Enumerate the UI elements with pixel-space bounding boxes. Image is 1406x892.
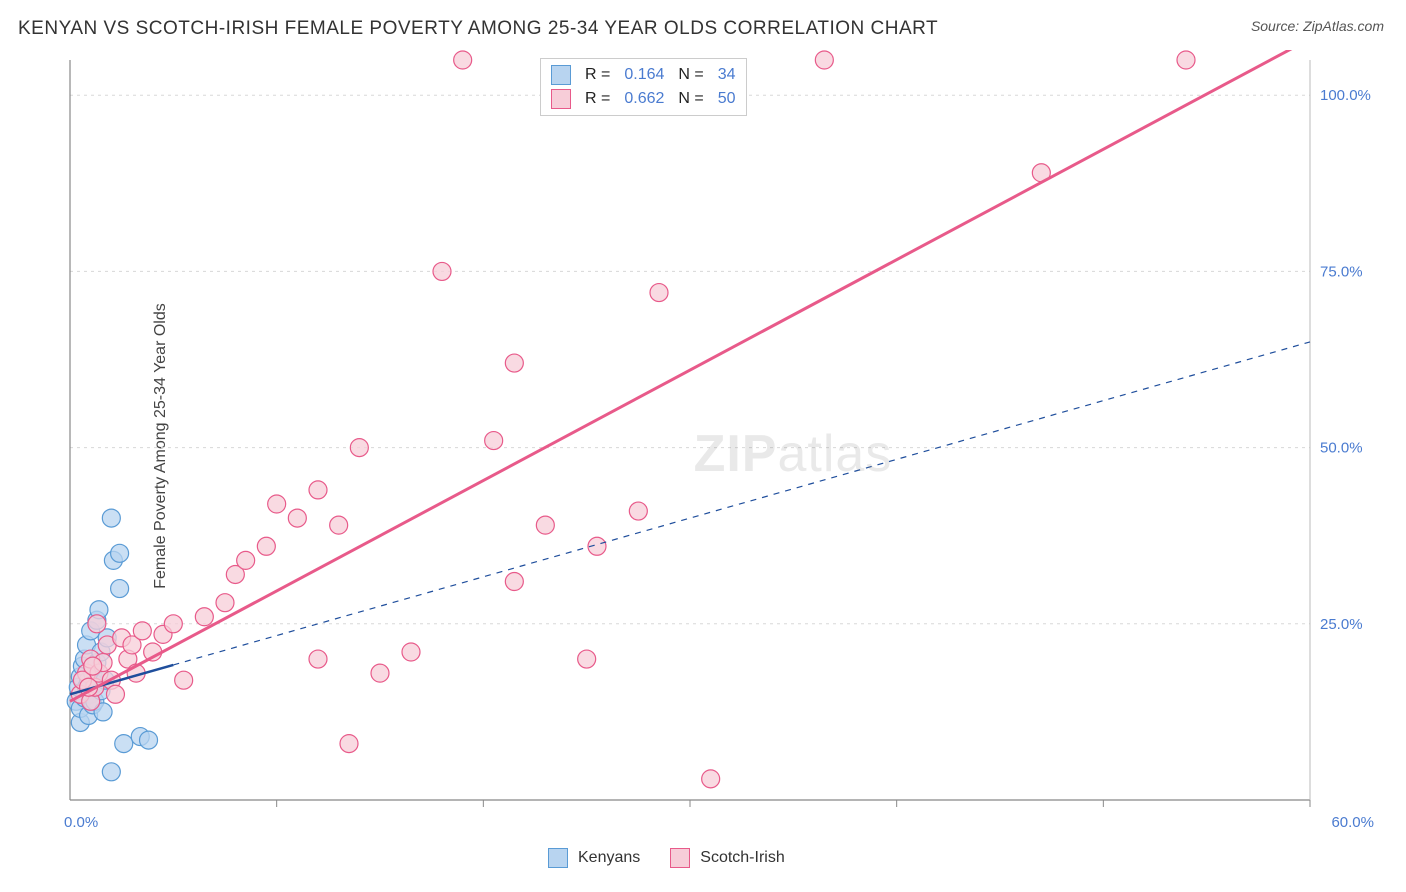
legend-swatch-kenyans	[548, 848, 568, 868]
n-label: N =	[678, 90, 703, 108]
r-value-scotch-irish: 0.662	[624, 90, 664, 108]
source-attribution: Source: ZipAtlas.com	[1251, 18, 1384, 34]
chart-title: KENYAN VS SCOTCH-IRISH FEMALE POVERTY AM…	[18, 18, 938, 40]
axis-tick-label: 60.0%	[1331, 814, 1374, 831]
watermark-zip: ZIP	[694, 425, 778, 483]
watermark-atlas: atlas	[778, 425, 893, 483]
series-legend-label: Scotch-Irish	[700, 849, 784, 867]
n-value-scotch-irish: 50	[718, 90, 736, 108]
r-label: R =	[585, 90, 610, 108]
r-label: R =	[585, 66, 610, 84]
axis-tick-label: 0.0%	[64, 814, 98, 831]
correlation-legend: R = 0.164 N = 34 R = 0.662 N = 50	[540, 58, 747, 116]
svg-text:50.0%: 50.0%	[1320, 440, 1363, 457]
svg-text:100.0%: 100.0%	[1320, 87, 1371, 104]
watermark: ZIPatlas	[694, 424, 893, 484]
correlation-legend-row-scotch-irish: R = 0.662 N = 50	[551, 87, 736, 111]
r-value-kenyans: 0.164	[624, 66, 664, 84]
legend-swatch-scotch-irish	[551, 89, 571, 109]
series-legend-kenyans: Kenyans	[548, 848, 640, 868]
n-value-kenyans: 34	[718, 66, 736, 84]
legend-swatch-kenyans	[551, 65, 571, 85]
series-legend: Kenyans Scotch-Irish	[548, 848, 785, 868]
correlation-legend-row-kenyans: R = 0.164 N = 34	[551, 63, 736, 87]
svg-text:25.0%: 25.0%	[1320, 616, 1363, 633]
svg-text:75.0%: 75.0%	[1320, 263, 1363, 280]
series-legend-label: Kenyans	[578, 849, 640, 867]
legend-swatch-scotch-irish	[670, 848, 690, 868]
series-legend-scotch-irish: Scotch-Irish	[670, 848, 784, 868]
n-label: N =	[678, 66, 703, 84]
